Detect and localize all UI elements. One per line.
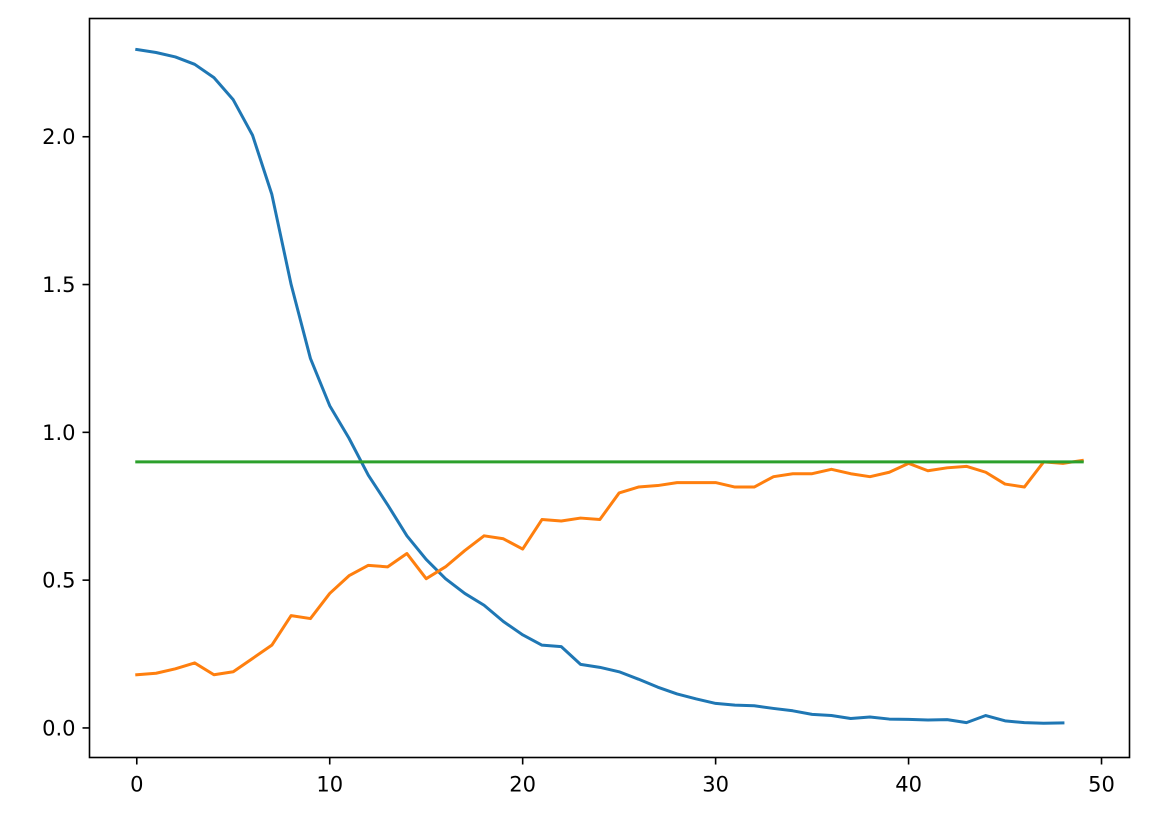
series-line-1	[135, 47, 1065, 725]
x-tick-label: 0	[130, 773, 143, 797]
y-tick-label: 1.0	[42, 421, 75, 445]
y-tick-label: 2.0	[42, 125, 75, 149]
x-tick-label: 50	[1088, 773, 1115, 797]
x-tick-label: 30	[702, 773, 729, 797]
plot-frame	[88, 17, 1131, 759]
series-line-2	[135, 458, 1084, 677]
y-tick-label: 0.0	[42, 716, 75, 740]
y-tick-label: 1.5	[42, 273, 75, 297]
y-tick-label: 0.5	[42, 569, 75, 593]
x-tick-label: 20	[509, 773, 536, 797]
tick-layer: 0 10 20 30 40 50 0.0 0.5 1.0 1.5 2.0	[42, 125, 1115, 796]
x-tick-label: 10	[316, 773, 343, 797]
series-layer	[135, 47, 1084, 725]
x-tick-label: 40	[895, 773, 922, 797]
